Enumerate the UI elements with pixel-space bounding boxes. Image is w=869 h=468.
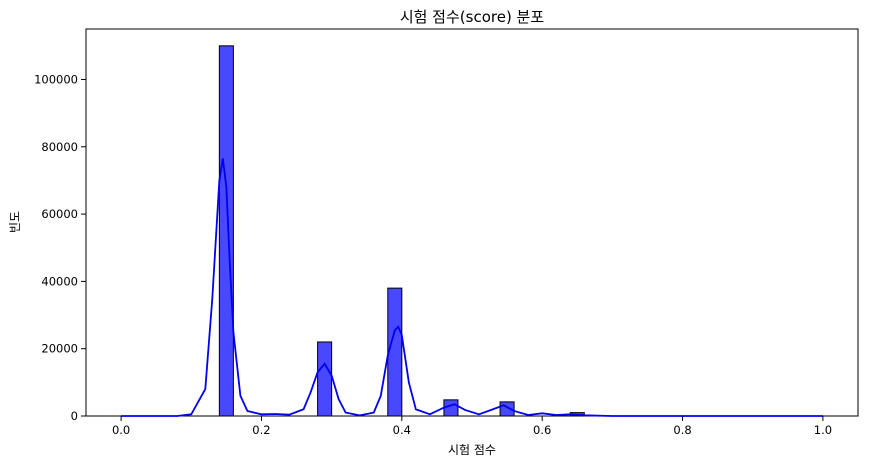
- chart-title: 시험 점수(score) 분포: [400, 8, 545, 26]
- y-tick-label: 20000: [41, 342, 78, 356]
- y-tick-label: 80000: [41, 140, 78, 154]
- x-axis-ticks: 0.0 0.2 0.4 0.6 0.8 1.0: [112, 416, 832, 437]
- histogram-bar-1: [317, 341, 333, 417]
- histogram-bar-2: [387, 287, 403, 417]
- y-tick-label: 0: [71, 409, 78, 423]
- y-axis-ticks: 0 20000 40000 60000 80000 100000: [34, 72, 86, 423]
- histogram-bar-0: [218, 45, 234, 417]
- x-tick-label: 0.2: [252, 423, 270, 437]
- histogram-bar-3: [443, 399, 459, 417]
- y-tick-label: 40000: [41, 274, 78, 288]
- x-tick-label: 0.8: [673, 423, 691, 437]
- y-axis-label: 빈도: [8, 211, 22, 233]
- x-tick-label: 0.6: [533, 423, 551, 437]
- y-tick-label: 60000: [41, 207, 78, 221]
- x-tick-label: 0.4: [393, 423, 411, 437]
- plot-area: [85, 28, 859, 417]
- y-tick-label: 100000: [34, 72, 78, 86]
- x-tick-label: 0.0: [112, 423, 130, 437]
- x-tick-label: 1.0: [814, 423, 832, 437]
- kde-line: [121, 158, 823, 417]
- x-axis-label: 시험 점수: [448, 443, 496, 457]
